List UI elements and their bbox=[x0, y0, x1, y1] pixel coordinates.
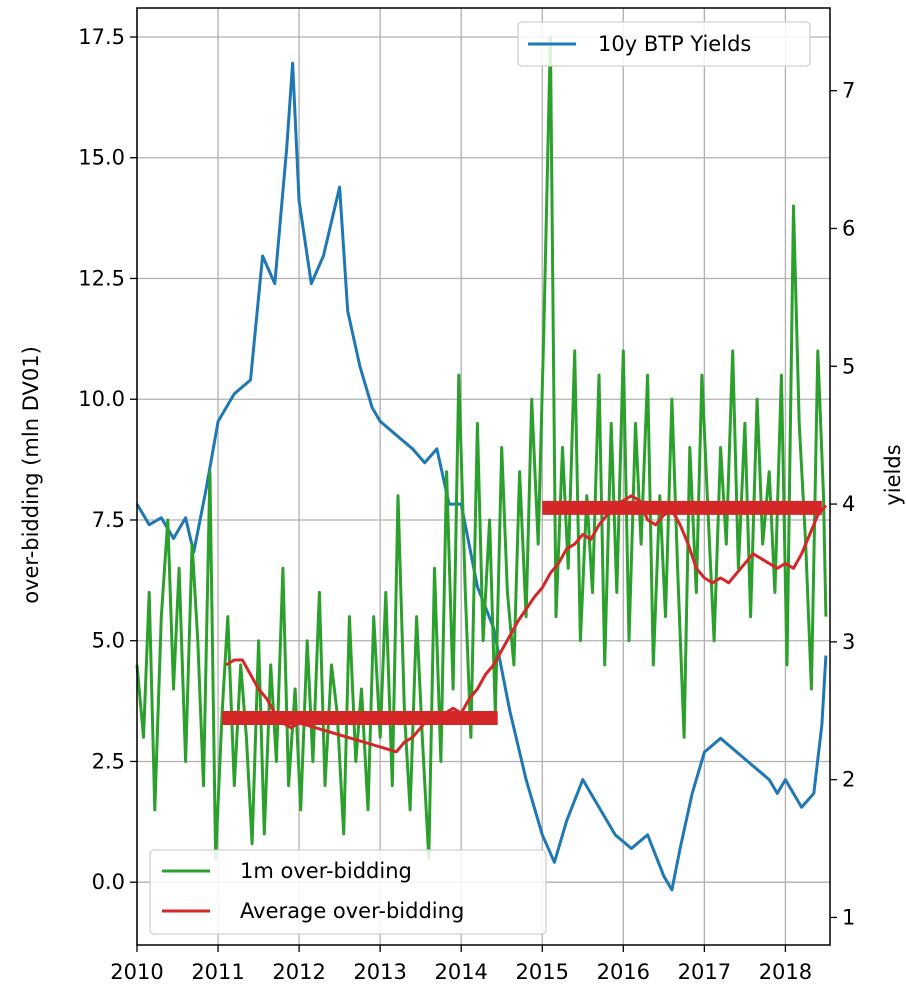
y-axis-left-label: over-bidding (mln DV01) bbox=[19, 346, 43, 604]
over-bidding-1m-line bbox=[135, 35, 828, 860]
x-tick-label: 2018 bbox=[759, 960, 812, 984]
legend-label-average: Average over-bidding bbox=[240, 899, 464, 923]
average-over-bidding-line bbox=[225, 494, 828, 754]
grid-layer bbox=[136, 8, 830, 945]
y-left-tick-label: 2.5 bbox=[92, 749, 125, 773]
legend-label-1m: 1m over-bidding bbox=[240, 859, 412, 883]
series-layer bbox=[135, 35, 828, 892]
x-tick-label: 2011 bbox=[191, 960, 244, 984]
y-left-tick-label: 0.0 bbox=[92, 870, 125, 894]
y-left-tick-label: 12.5 bbox=[78, 266, 125, 290]
x-tick-label: 2015 bbox=[516, 960, 569, 984]
y-right-tick-label: 2 bbox=[842, 768, 855, 792]
y-left-tick-label: 15.0 bbox=[78, 146, 125, 170]
x-tick-label: 2014 bbox=[434, 960, 487, 984]
legend-label-btp: 10y BTP Yields bbox=[598, 32, 751, 56]
y-left-tick-label: 5.0 bbox=[92, 629, 125, 653]
frame-layer bbox=[136, 7, 831, 946]
y-right-tick-label: 7 bbox=[842, 79, 855, 103]
y-right-tick-label: 6 bbox=[842, 216, 855, 240]
x-tick-label: 2010 bbox=[110, 960, 163, 984]
x-tick-label: 2013 bbox=[353, 960, 406, 984]
x-tick-label: 2017 bbox=[678, 960, 731, 984]
y-right-tick-label: 3 bbox=[842, 630, 855, 654]
x-tick-label: 2012 bbox=[272, 960, 325, 984]
y-right-tick-label: 5 bbox=[842, 354, 855, 378]
y-right-tick-label: 1 bbox=[842, 905, 855, 929]
legend-top-right-box bbox=[517, 21, 811, 67]
x-tick-label: 2016 bbox=[597, 960, 650, 984]
y-axis-right-label: yields bbox=[881, 444, 905, 505]
y-left-tick-label: 17.5 bbox=[78, 25, 125, 49]
y-right-tick-label: 4 bbox=[842, 492, 855, 516]
y-left-tick-label: 10.0 bbox=[78, 387, 125, 411]
legend-bottom-left-box bbox=[149, 849, 547, 935]
tick-layer: 2010 2011 2012 2013 2014 2015 2016 2017 2018 0.0 2… bbox=[78, 25, 855, 984]
plot-frame bbox=[136, 7, 831, 946]
y-left-tick-label: 7.5 bbox=[92, 508, 125, 532]
legend-layer: 10y BTP Yields 1m over-bidding Average ove… bbox=[149, 21, 811, 935]
